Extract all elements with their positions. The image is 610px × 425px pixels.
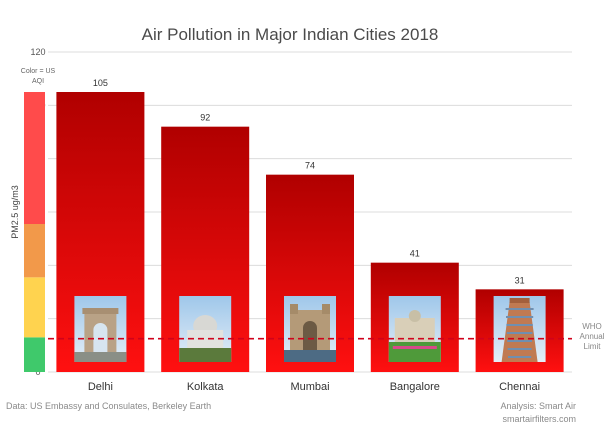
who-limit-label: WHO bbox=[582, 322, 602, 331]
aqi-band-3 bbox=[24, 92, 45, 224]
who-limit-label: Limit bbox=[584, 342, 602, 351]
bars-layer: 105 Delhi 92 Kolkata 74 Mumbai 41 Bangalore 31 Ch… bbox=[56, 78, 564, 393]
chart-title: Air Pollution in Major Indian Cities 201… bbox=[142, 25, 439, 44]
footer-analysis: Analysis: Smart Air bbox=[500, 401, 576, 411]
category-label-mumbai: Mumbai bbox=[290, 381, 329, 393]
footer-source: Data: US Embassy and Consulates, Berkele… bbox=[6, 401, 211, 411]
footer-website: smartairfilters.com bbox=[502, 414, 576, 424]
aqi-legend-label: AQI bbox=[32, 78, 44, 85]
landmark-image-delhi bbox=[74, 296, 127, 362]
landmark-image-bangalore bbox=[388, 296, 441, 362]
y-axis-label: PM2.5 ug/m3 bbox=[10, 185, 20, 239]
aqi-band-1 bbox=[24, 277, 45, 338]
y-tick-label-120: 120 bbox=[30, 47, 45, 57]
value-label-bangalore: 41 bbox=[410, 249, 420, 259]
landmark-image-kolkata bbox=[179, 296, 232, 362]
value-label-delhi: 105 bbox=[93, 78, 108, 88]
aqi-band-2 bbox=[24, 224, 45, 278]
aqi-legend-label: Color = US bbox=[21, 68, 56, 75]
aqi-band-0 bbox=[24, 337, 45, 372]
category-label-delhi: Delhi bbox=[88, 381, 113, 393]
landmark-image-chennai bbox=[493, 296, 546, 362]
value-label-kolkata: 92 bbox=[200, 113, 210, 123]
category-label-kolkata: Kolkata bbox=[187, 381, 225, 393]
landmark-image-mumbai bbox=[284, 296, 336, 362]
category-label-chennai: Chennai bbox=[499, 381, 540, 393]
aqi-legend: Color = US AQI bbox=[21, 68, 56, 372]
value-label-mumbai: 74 bbox=[305, 161, 315, 171]
value-label-chennai: 31 bbox=[515, 275, 525, 285]
who-limit-label: Annual bbox=[580, 332, 605, 341]
category-label-bangalore: Bangalore bbox=[390, 381, 440, 393]
